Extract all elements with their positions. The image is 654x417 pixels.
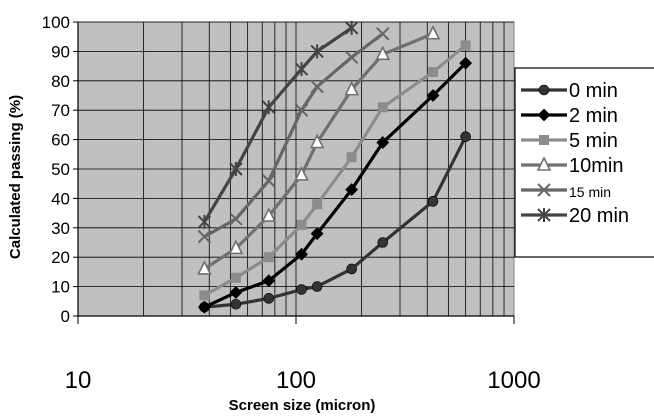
data-point <box>460 40 471 51</box>
legend-label: 0 min <box>569 80 618 102</box>
data-point <box>229 162 243 176</box>
data-point <box>344 50 359 64</box>
series-15-min <box>197 27 390 244</box>
legend-label: 20 min <box>569 205 629 227</box>
data-point <box>229 212 243 226</box>
series-10min <box>197 24 441 275</box>
y-tick-label: 100 <box>42 13 70 32</box>
data-point <box>312 199 323 210</box>
legend-marker <box>539 135 549 145</box>
data-point <box>310 79 324 94</box>
y-tick-label: 80 <box>51 72 70 91</box>
data-point <box>344 80 359 96</box>
data-point <box>345 183 359 197</box>
data-point <box>199 290 210 301</box>
y-tick-label: 60 <box>51 131 70 150</box>
x-axis-label: Screen size (micron) <box>229 397 376 414</box>
data-point <box>197 229 212 244</box>
legend-marker <box>537 208 551 222</box>
data-point <box>311 281 323 292</box>
data-point <box>295 247 308 261</box>
y-tick-label: 20 <box>51 248 70 267</box>
data-point <box>294 62 309 77</box>
data-point <box>197 260 212 275</box>
data-point <box>344 20 359 35</box>
y-axis-label: Calculated passing (%) <box>7 95 24 259</box>
y-tick-labels: 0 10 20 30 40 50 60 70 80 90 100 <box>42 13 70 326</box>
legend-marker <box>538 84 550 96</box>
axes <box>73 21 515 324</box>
data-point <box>346 263 357 275</box>
data-point <box>296 284 307 295</box>
legend-label: 5 min <box>569 130 618 152</box>
data-point <box>427 66 438 77</box>
data-point <box>296 219 307 230</box>
data-point <box>262 100 276 115</box>
legend-label: 15 min <box>569 184 611 200</box>
data-point <box>261 207 277 222</box>
data-point <box>426 89 440 102</box>
y-tick-label: 30 <box>51 219 70 238</box>
series-line <box>203 26 353 223</box>
series-20-min <box>197 20 359 229</box>
data-point <box>294 166 309 181</box>
x-tick-label: 10 <box>65 367 92 394</box>
data-point <box>459 56 473 70</box>
y-tick-label: 0 <box>61 307 70 326</box>
x-tick-label: 100 <box>276 367 316 394</box>
data-point <box>228 239 244 255</box>
data-point <box>263 293 275 304</box>
data-point <box>230 272 241 283</box>
legend-box <box>514 67 654 258</box>
data-point <box>294 103 309 117</box>
data-point <box>460 131 471 142</box>
legend: 0 min 2 min 5 min 10min 15 min 20 min <box>514 67 654 258</box>
y-tick-label: 90 <box>51 42 70 61</box>
series-2-min <box>197 56 473 314</box>
y-tick-label: 50 <box>51 160 70 179</box>
data-point <box>310 227 324 241</box>
legend-label: 10min <box>569 155 623 177</box>
legend-marker <box>536 156 552 171</box>
data-point <box>376 136 390 149</box>
series-5-min <box>199 40 471 301</box>
y-tick-label: 70 <box>51 101 70 120</box>
legend-marker <box>537 183 551 197</box>
data-point <box>346 152 357 163</box>
data-point <box>230 298 242 310</box>
data-point <box>229 286 243 299</box>
legend-label: 2 min <box>569 105 618 127</box>
y-tick-label: 10 <box>51 278 70 297</box>
series-group <box>197 20 473 314</box>
x-tick-labels: 10 100 1000 <box>65 367 541 394</box>
data-point <box>262 274 276 288</box>
data-point <box>377 237 389 248</box>
y-tick-label: 40 <box>51 189 70 208</box>
data-point <box>309 133 325 149</box>
data-point <box>427 196 439 207</box>
data-point <box>376 27 390 41</box>
data-point <box>263 252 274 263</box>
data-point <box>375 45 391 61</box>
data-point <box>262 174 276 188</box>
legend-marker <box>537 108 551 122</box>
series-line <box>203 32 434 271</box>
data-point <box>310 44 324 59</box>
data-point <box>377 102 388 113</box>
x-tick-label: 1000 <box>487 367 540 394</box>
data-point <box>197 214 212 229</box>
data-point <box>425 24 441 40</box>
data-point <box>197 300 211 314</box>
